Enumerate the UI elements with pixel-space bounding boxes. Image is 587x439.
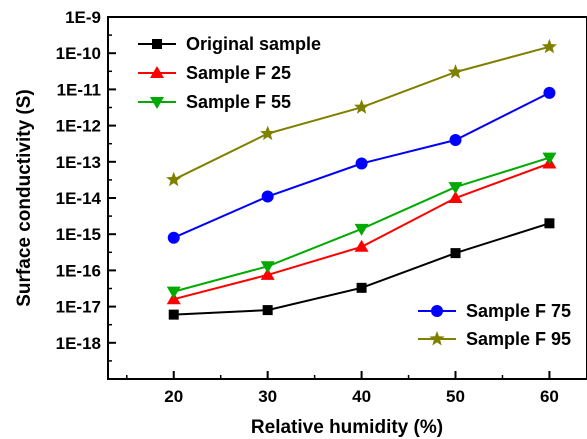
data-point	[355, 157, 368, 170]
legend-marker	[431, 305, 443, 317]
y-tick-label: 1E-18	[56, 334, 101, 353]
data-point	[449, 134, 462, 147]
legend-bottom-right: Sample F 75 Sample F 95	[418, 301, 571, 349]
legend-label: Sample F 25	[186, 63, 291, 83]
data-point	[166, 286, 181, 299]
data-point	[354, 239, 369, 252]
data-point	[356, 282, 367, 293]
data-point	[261, 190, 274, 203]
legend-label: Sample F 55	[186, 92, 291, 112]
legend-item: Sample F 25	[138, 63, 291, 83]
x-tick-label: 60	[540, 387, 559, 406]
legend-layer: Original sample Sample F 25 Sample F 55 Sam…	[138, 34, 571, 349]
y-axis: 1E-18 1E-17 1E-16 1E-15 1E-14 1E-13 1E-12 1E-11…	[56, 8, 116, 362]
data-point	[448, 191, 463, 203]
data-point	[262, 305, 273, 316]
series-3	[167, 86, 556, 244]
legend-label: Original sample	[186, 34, 321, 54]
x-tick-label: 50	[446, 387, 465, 406]
legend-item: Sample F 95	[418, 329, 571, 349]
legend-marker	[150, 66, 164, 78]
data-point	[450, 248, 461, 259]
data-point	[541, 38, 557, 54]
data-point	[260, 125, 276, 141]
legend-top-left: Original sample Sample F 25 Sample F 55	[138, 34, 321, 112]
data-point	[448, 182, 463, 195]
series-layer	[166, 38, 557, 320]
x-tick-label: 20	[164, 387, 183, 406]
plot-frame	[107, 16, 587, 380]
plot-area-group	[107, 16, 587, 380]
x-tick-label: 30	[258, 387, 277, 406]
data-point	[168, 309, 179, 320]
data-point	[260, 261, 275, 274]
x-tick-label: 40	[352, 387, 371, 406]
x-axis-title: Relative humidity (%)	[251, 417, 443, 438]
legend-marker	[152, 39, 162, 49]
y-axis-title: Surface conductivity (S)	[14, 89, 35, 307]
y-tick-label: 1E-11	[57, 80, 101, 99]
y-tick-label: 1E-17	[56, 298, 101, 317]
legend-item: Sample F 75	[418, 301, 571, 321]
data-point	[447, 64, 464, 79]
data-point	[166, 171, 182, 187]
series-4	[166, 38, 557, 187]
legend-label: Sample F 95	[466, 329, 571, 349]
legend-label: Sample F 75	[466, 301, 571, 321]
y-tick-label: 1E-13	[56, 153, 101, 172]
y-tick-label: 1E-12	[56, 117, 101, 136]
legend-marker	[150, 97, 164, 109]
legend-item: Original sample	[138, 34, 321, 54]
data-point	[542, 152, 557, 165]
series-2	[166, 152, 557, 299]
data-point	[354, 99, 370, 114]
y-tick-label: 1E-9	[65, 8, 101, 27]
legend-marker	[429, 331, 445, 346]
data-point	[167, 231, 180, 244]
y-tick-label: 1E-10	[56, 44, 101, 63]
data-point	[544, 218, 555, 229]
data-point	[354, 223, 369, 236]
legend-item: Sample F 55	[138, 92, 291, 112]
y-tick-label: 1E-16	[56, 261, 101, 280]
data-point	[543, 86, 556, 99]
y-tick-label: 1E-14	[56, 189, 102, 208]
x-axis: 20 30 40 50 60	[126, 371, 559, 406]
series-0	[168, 218, 555, 320]
data-point	[260, 267, 275, 280]
y-tick-label: 1E-15	[56, 225, 101, 244]
